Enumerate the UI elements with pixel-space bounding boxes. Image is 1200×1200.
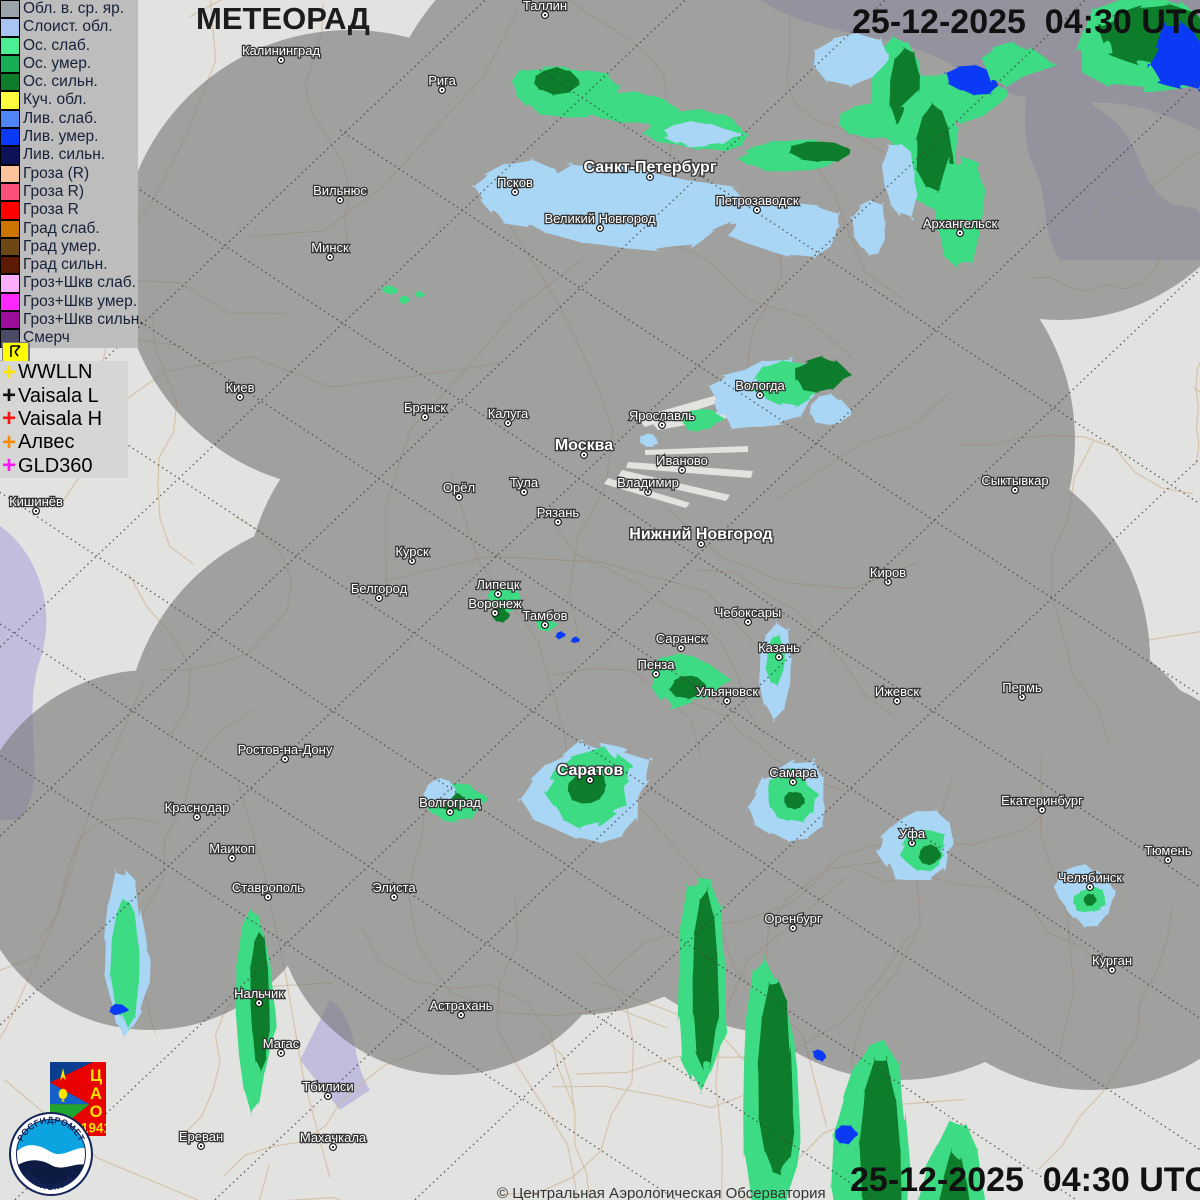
- svg-text:Архангельск: Архангельск: [923, 216, 998, 231]
- svg-text:Минск: Минск: [311, 240, 349, 255]
- svg-text:Воронеж: Воронеж: [468, 596, 522, 611]
- svg-text:Ереван: Ереван: [179, 1129, 223, 1144]
- svg-text:Курган: Курган: [1092, 953, 1132, 968]
- svg-text:Екатеринбург: Екатеринбург: [1001, 793, 1083, 808]
- svg-text:Астрахань: Астрахань: [429, 998, 492, 1013]
- svg-text:Пермь: Пермь: [1002, 680, 1042, 695]
- svg-text:Орёл: Орёл: [443, 480, 475, 495]
- svg-text:Петрозаводск: Петрозаводск: [715, 193, 798, 208]
- svg-text:Калининград: Калининград: [242, 43, 320, 58]
- svg-text:Махачкала: Махачкала: [300, 1130, 367, 1145]
- svg-text:Ставрополь: Ставрополь: [232, 880, 304, 895]
- svg-text:Нальчик: Нальчик: [234, 986, 284, 1001]
- svg-text:Киров: Киров: [870, 565, 906, 580]
- svg-text:Волгоград: Волгоград: [419, 795, 481, 810]
- svg-text:Москва: Москва: [555, 437, 613, 454]
- svg-text:Владимир: Владимир: [617, 475, 679, 490]
- svg-text:Оренбург: Оренбург: [764, 911, 821, 926]
- svg-text:Рязань: Рязань: [537, 505, 580, 520]
- svg-text:Великий Новгород: Великий Новгород: [544, 211, 656, 226]
- svg-text:Элиста: Элиста: [372, 880, 416, 895]
- svg-text:Калуга: Калуга: [488, 406, 529, 421]
- svg-text:Брянск: Брянск: [404, 400, 446, 415]
- svg-text:Сыктывкар: Сыктывкар: [981, 473, 1048, 488]
- svg-text:Тамбов: Тамбов: [523, 608, 568, 623]
- svg-text:Кишинёв: Кишинёв: [9, 494, 63, 509]
- svg-text:Тбилиси: Тбилиси: [302, 1079, 353, 1094]
- svg-text:Иваново: Иваново: [656, 453, 708, 468]
- svg-text:Вологда: Вологда: [735, 378, 785, 393]
- svg-text:Белгород: Белгород: [351, 581, 408, 596]
- svg-text:Тюмень: Тюмень: [1144, 843, 1191, 858]
- svg-text:Липецк: Липецк: [476, 577, 520, 592]
- svg-text:Ульяновск: Ульяновск: [696, 684, 758, 699]
- svg-text:Вильнюс: Вильнюс: [313, 183, 367, 198]
- svg-text:Краснодар: Краснодар: [165, 800, 230, 815]
- svg-text:Ярославль: Ярославль: [629, 408, 695, 423]
- svg-text:Саранск: Саранск: [656, 631, 707, 646]
- svg-text:Чебоксары: Чебоксары: [715, 605, 782, 620]
- svg-text:Уфа: Уфа: [899, 826, 926, 841]
- svg-text:Магас: Магас: [263, 1036, 300, 1051]
- svg-text:Рига: Рига: [428, 73, 456, 88]
- svg-text:Пенза: Пенза: [638, 657, 676, 672]
- svg-text:Тула: Тула: [510, 475, 539, 490]
- svg-text:Санкт-Петербург: Санкт-Петербург: [584, 159, 717, 176]
- svg-text:Киев: Киев: [226, 380, 255, 395]
- svg-text:Таллин: Таллин: [523, 0, 567, 13]
- svg-text:Ц: Ц: [90, 1067, 102, 1085]
- svg-text:Челябинск: Челябинск: [1058, 870, 1122, 885]
- svg-text:Псков: Псков: [497, 175, 533, 190]
- svg-text:Самара: Самара: [769, 765, 817, 780]
- svg-text:Казань: Казань: [758, 640, 800, 655]
- svg-text:Нижний Новгород: Нижний Новгород: [629, 526, 772, 543]
- svg-text:Маикоп: Маикоп: [209, 841, 255, 856]
- svg-text:Ижевск: Ижевск: [875, 684, 920, 699]
- svg-text:Ростов-на-Дону: Ростов-на-Дону: [238, 742, 333, 757]
- svg-text:А: А: [90, 1085, 102, 1103]
- svg-text:Курск: Курск: [395, 544, 429, 559]
- svg-text:Саратов: Саратов: [557, 762, 624, 779]
